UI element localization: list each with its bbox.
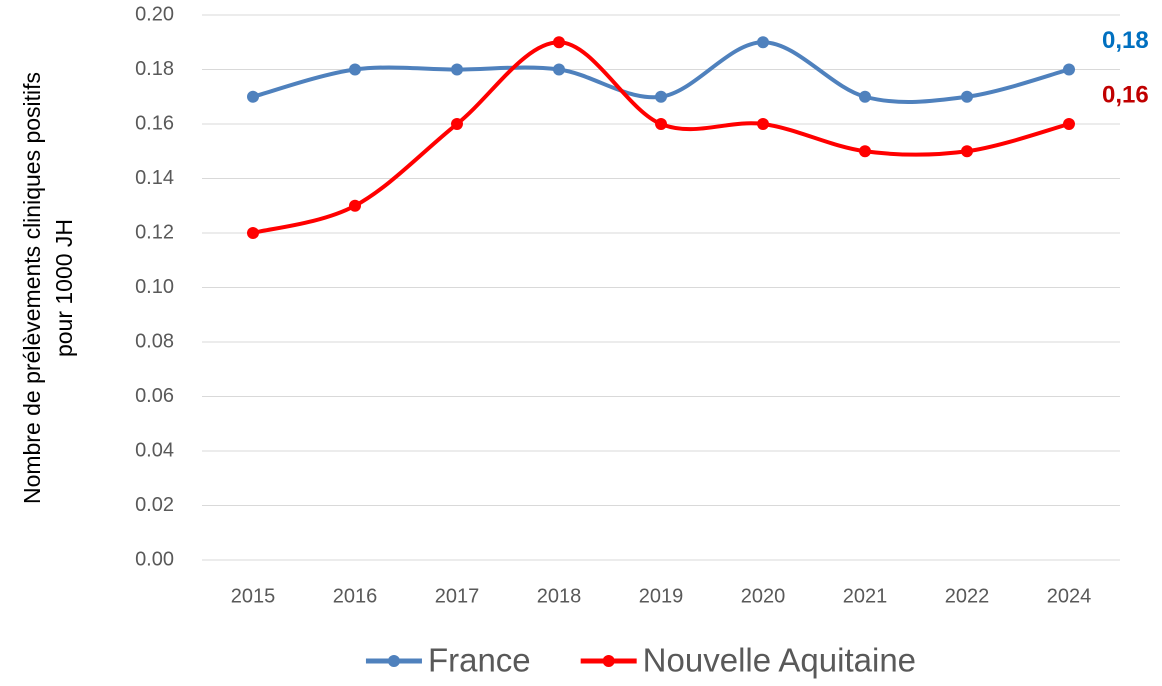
y-tick-label: 0.06 bbox=[135, 385, 174, 407]
y-axis-label: Nombre de prélèvements cliniques positif… bbox=[19, 72, 77, 504]
legend-label: Nouvelle Aquitaine bbox=[643, 642, 916, 679]
y-tick-label: 0.10 bbox=[135, 276, 174, 298]
y-tick-label: 0.02 bbox=[135, 494, 174, 516]
legend: France Nouvelle Aquitaine bbox=[365, 642, 916, 679]
point bbox=[247, 227, 259, 239]
point bbox=[655, 118, 667, 130]
y-tick-label: 0.16 bbox=[135, 112, 174, 134]
x-tick-label: 2021 bbox=[843, 585, 888, 607]
point bbox=[1063, 63, 1075, 76]
point bbox=[451, 63, 463, 76]
x-tick-label: 2022 bbox=[945, 585, 990, 607]
x-tick-label: 2020 bbox=[741, 585, 786, 607]
point bbox=[961, 145, 973, 158]
legend-marker bbox=[602, 655, 615, 667]
point bbox=[247, 90, 259, 103]
y-axis-label-line: pour 1000 JH bbox=[51, 219, 77, 357]
x-tick-label: 2016 bbox=[333, 585, 378, 607]
point bbox=[553, 63, 565, 76]
legend-marker bbox=[387, 655, 400, 667]
point bbox=[859, 90, 871, 103]
x-tick-label: 2024 bbox=[1047, 585, 1092, 607]
legend-label: France bbox=[428, 642, 531, 679]
point bbox=[757, 36, 769, 49]
x-tick-label: 2018 bbox=[537, 585, 582, 607]
point bbox=[655, 90, 667, 103]
y-tick-label: 0.08 bbox=[135, 330, 174, 352]
point bbox=[757, 118, 769, 130]
series-line bbox=[252, 40, 1070, 235]
y-tick-label: 0.20 bbox=[135, 3, 174, 25]
data-label: 0,16 bbox=[1102, 81, 1149, 108]
point bbox=[961, 90, 973, 103]
point bbox=[1063, 118, 1075, 130]
y-tick-label: 0.00 bbox=[135, 548, 174, 570]
data-label: 0,18 bbox=[1102, 27, 1149, 54]
x-tick-label: 2017 bbox=[435, 585, 480, 607]
point bbox=[349, 63, 361, 76]
y-tick-label: 0.18 bbox=[135, 58, 174, 80]
y-tick-label: 0.12 bbox=[135, 221, 174, 243]
x-tick-label: 2015 bbox=[231, 585, 276, 607]
y-tick-label: 0.04 bbox=[135, 439, 174, 461]
x-tick-label: 2019 bbox=[639, 585, 684, 607]
y-axis-label-line: Nombre de prélèvements cliniques positif… bbox=[19, 72, 45, 504]
point bbox=[859, 145, 871, 158]
y-tick-label: 0.14 bbox=[135, 167, 174, 189]
point bbox=[349, 199, 361, 212]
point bbox=[451, 118, 463, 130]
point bbox=[553, 36, 565, 49]
